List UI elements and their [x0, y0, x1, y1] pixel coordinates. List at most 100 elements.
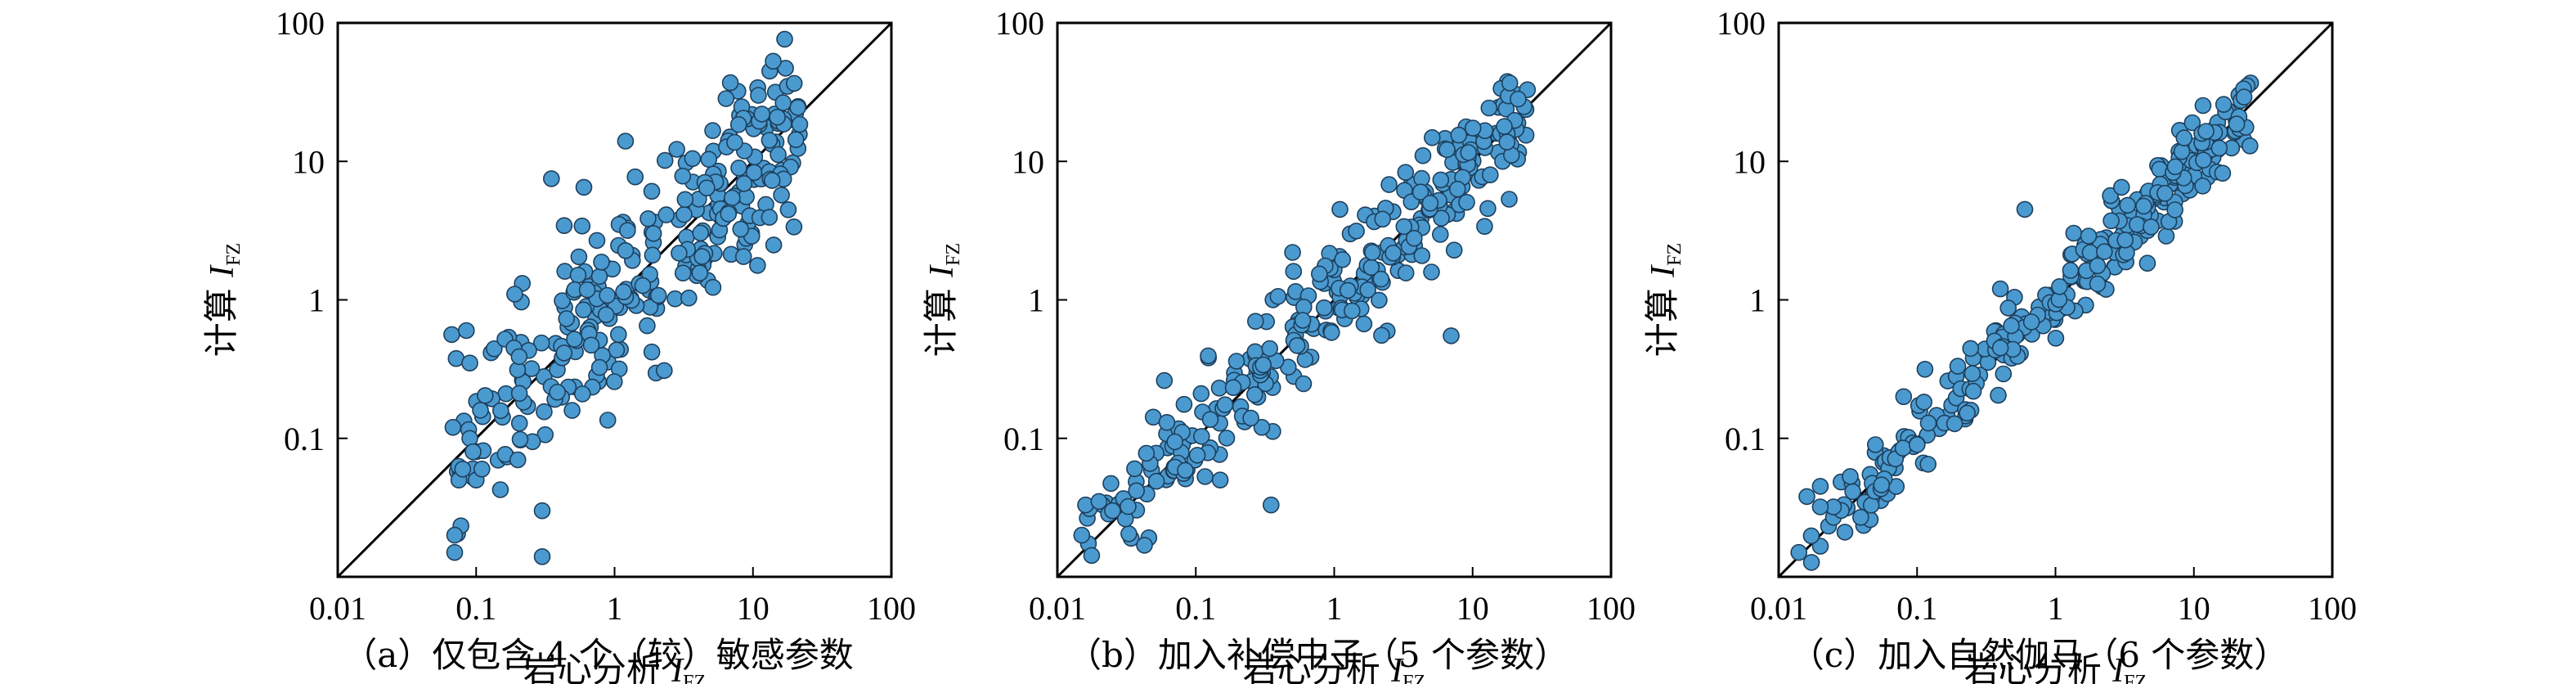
data-point — [2129, 216, 2146, 233]
data-point — [536, 425, 554, 443]
data-point — [1802, 554, 1820, 571]
data-point — [1295, 375, 1313, 393]
data-point — [1852, 508, 1869, 526]
data-point — [1963, 365, 1981, 382]
data-point — [626, 168, 644, 186]
data-point — [730, 160, 747, 177]
data-point — [615, 283, 632, 301]
data-point — [510, 348, 528, 366]
data-point — [476, 387, 494, 404]
panel-caption: （a）仅包含 4 个（较）敏感参数 — [343, 635, 853, 675]
data-point — [1482, 166, 1499, 183]
data-point — [549, 383, 566, 401]
data-point — [1479, 200, 1497, 218]
data-point — [640, 209, 657, 227]
data-point — [446, 526, 464, 544]
data-point — [617, 133, 635, 150]
data-point — [536, 403, 553, 421]
data-point — [1894, 439, 1912, 457]
data-point — [1438, 141, 1456, 159]
data-point — [1895, 388, 1913, 406]
x-tick-label: 100 — [2308, 590, 2357, 627]
data-point — [1284, 244, 1301, 261]
data-point — [765, 236, 783, 254]
x-tick-label: 10 — [2178, 590, 2210, 627]
data-point — [1449, 180, 1466, 198]
data-point — [2113, 178, 2130, 196]
data-point — [721, 74, 739, 92]
data-point — [693, 248, 711, 265]
data-point — [789, 99, 806, 116]
data-point — [674, 167, 692, 185]
data-point — [1460, 144, 1477, 161]
data-point — [1397, 264, 1415, 281]
data-point — [2047, 329, 2065, 347]
chart-panel-a: 0.01 0.1 1 10 100 0.1 1 10 100 岩心分析 IFZ 计算 IFZ （a）仅… — [201, 5, 916, 684]
data-point — [1811, 498, 1829, 515]
x-axis-title: 岩心分析 IFZ — [1964, 650, 2147, 684]
data-point — [1104, 502, 1121, 520]
data-point — [684, 150, 702, 168]
data-point — [1315, 299, 1333, 317]
data-point — [723, 189, 741, 207]
data-point — [656, 151, 674, 169]
data-point — [675, 205, 693, 223]
data-point — [2235, 88, 2253, 106]
data-point — [473, 460, 491, 478]
data-point — [444, 418, 462, 436]
data-point — [558, 310, 576, 327]
data-point — [1196, 468, 1214, 485]
y-tick-label: 1 — [1749, 282, 1766, 319]
data-point — [791, 115, 809, 133]
data-point — [655, 362, 673, 380]
data-point — [1501, 191, 1518, 208]
data-point — [776, 30, 793, 48]
y-axis-title: 计算 IFZ — [201, 243, 245, 357]
data-point — [1445, 241, 1463, 259]
data-point — [457, 322, 475, 340]
data-point — [729, 115, 747, 133]
x-axis-title: 岩心分析 IFZ — [1243, 650, 1425, 684]
data-point — [1344, 302, 1361, 320]
x-tick-label: 1 — [2048, 590, 2064, 627]
data-point — [769, 108, 786, 126]
data-point — [1433, 209, 1450, 227]
data-point — [1311, 265, 1328, 283]
data-point — [1263, 496, 1280, 514]
data-point — [657, 206, 675, 223]
data-point — [1261, 340, 1278, 358]
x-tick-label: 0.1 — [1896, 590, 1937, 627]
data-point — [2102, 187, 2119, 205]
data-point — [1916, 360, 1934, 378]
data-point — [573, 385, 591, 403]
data-point — [1501, 74, 1519, 92]
data-point — [608, 341, 626, 359]
data-point — [779, 200, 797, 218]
data-point — [674, 264, 692, 282]
data-point — [1138, 444, 1156, 462]
data-point — [1188, 447, 1206, 464]
data-point — [1210, 379, 1228, 397]
data-point — [464, 443, 482, 461]
data-point — [1432, 226, 1449, 243]
data-point — [1949, 358, 1967, 375]
data-point — [1480, 99, 1498, 117]
data-point — [1227, 353, 1245, 370]
data-point — [720, 205, 738, 223]
data-point — [735, 175, 753, 192]
data-point — [2228, 115, 2246, 133]
data-point — [773, 187, 790, 204]
data-point — [555, 217, 573, 235]
data-point — [765, 52, 782, 70]
data-point — [785, 218, 803, 236]
data-point — [1254, 356, 1272, 374]
x-tick-label: 1 — [1326, 590, 1343, 627]
data-point — [510, 414, 528, 432]
data-point — [750, 87, 767, 104]
data-point — [1384, 244, 1402, 262]
data-point — [2175, 129, 2193, 146]
y-tick-label: 1 — [1028, 282, 1044, 319]
data-point — [2022, 313, 2040, 331]
data-point — [1432, 171, 1450, 189]
